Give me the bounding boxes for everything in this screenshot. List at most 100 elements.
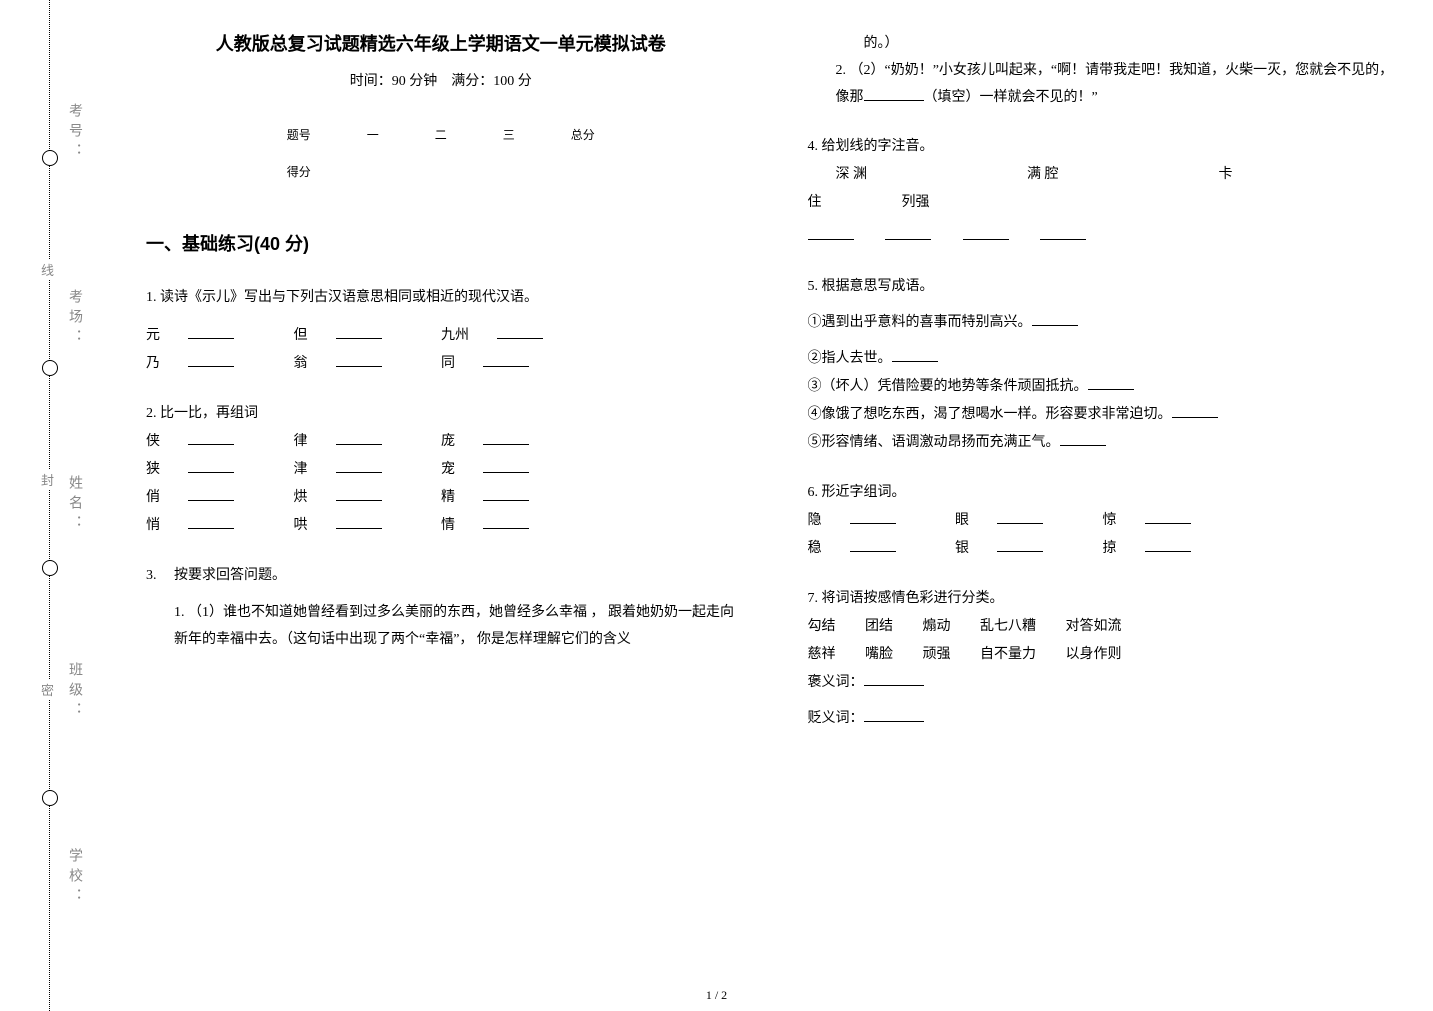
answer-blank[interactable] xyxy=(483,353,529,367)
rail-label-room: 考场： xyxy=(64,289,84,349)
score-cell xyxy=(543,153,623,190)
q1-item: 同 xyxy=(441,356,455,371)
q5-item: ②指人去世。 xyxy=(808,345,1398,373)
score-row-label: 得分 xyxy=(259,153,339,190)
score-header: 题号 xyxy=(259,116,339,153)
score-table: 题号 一 二 三 总分 得分 xyxy=(259,116,623,190)
rail-label-class: 班级： xyxy=(64,662,84,722)
q4-word: 列强 xyxy=(902,189,930,217)
column-right: 的。） 2. （2）“奶奶！”小女孩儿叫起来，“啊！请带我走吧！我知道，火柴一灭… xyxy=(772,0,1433,1011)
q4-word: 住 xyxy=(808,189,822,217)
q6-item: 隐 xyxy=(808,513,822,528)
answer-blank[interactable] xyxy=(188,515,234,529)
q7-word: 慈祥 xyxy=(808,647,836,662)
q5-text: ⑤形容情绪、语调激动昂扬而充满正气。 xyxy=(808,435,1060,450)
q4-word: 满 腔 xyxy=(1027,161,1059,189)
q5-item: ①遇到出乎意料的喜事而特别高兴。 xyxy=(808,309,1398,337)
answer-blank[interactable] xyxy=(483,431,529,445)
answer-blank[interactable] xyxy=(850,510,896,524)
answer-blank[interactable] xyxy=(850,538,896,552)
answer-blank[interactable] xyxy=(892,348,938,362)
answer-blank[interactable] xyxy=(885,226,931,240)
answer-blank[interactable] xyxy=(1032,312,1078,326)
q3-sub2: 2. （2）“奶奶！”小女孩儿叫起来，“啊！请带我走吧！我知道，火柴一灭，您就会… xyxy=(808,58,1398,111)
answer-blank[interactable] xyxy=(864,672,924,686)
q6-item: 掠 xyxy=(1103,541,1117,556)
answer-blank[interactable] xyxy=(336,487,382,501)
q7-pos: 褒义词： xyxy=(808,669,1398,697)
question-stem: 6. 形近字组词。 xyxy=(808,479,1398,507)
q2-row: 悄 哄 情 xyxy=(146,512,736,540)
section-heading: 一、基础练习(40 分) xyxy=(146,230,736,256)
answer-blank[interactable] xyxy=(808,226,854,240)
rail-label-name: 姓名： xyxy=(64,475,84,535)
question-6: 6. 形近字组词。 隐 眼 惊 稳 银 掠 xyxy=(808,479,1398,563)
answer-blank[interactable] xyxy=(497,325,543,339)
answer-blank[interactable] xyxy=(1145,538,1191,552)
question-stem: 5. 根据意思写成语。 xyxy=(808,273,1398,301)
answer-blank[interactable] xyxy=(1040,226,1086,240)
q1-item: 但 xyxy=(294,328,308,343)
q7-word: 乱七八糟 xyxy=(980,619,1036,634)
answer-blank[interactable] xyxy=(1088,376,1134,390)
answer-blank[interactable] xyxy=(864,87,924,101)
rail-labels: 考号： 考场： 姓名： 班级： 学校： xyxy=(50,0,98,1011)
q2-item: 侠 xyxy=(146,434,160,449)
q1-item: 九州 xyxy=(441,328,469,343)
q7-neg: 贬义词： xyxy=(808,705,1398,733)
rail-label-examno: 考号： xyxy=(64,103,84,163)
q7-word: 自不量力 xyxy=(980,647,1036,662)
answer-blank[interactable] xyxy=(336,459,382,473)
q5-text: ③（坏人）凭借险要的地势等条件顽固抵抗。 xyxy=(808,379,1088,394)
answer-blank[interactable] xyxy=(963,226,1009,240)
q5-text: ②指人去世。 xyxy=(808,351,892,366)
question-stem: 4. 给划线的字注音。 xyxy=(808,133,1398,161)
rail-circle xyxy=(42,560,58,576)
answer-blank[interactable] xyxy=(483,487,529,501)
page-number: 1 / 2 xyxy=(706,988,727,1003)
answer-blank[interactable] xyxy=(997,538,1043,552)
q4-row: 住 列强 xyxy=(808,189,1398,217)
answer-blank[interactable] xyxy=(1172,404,1218,418)
q4-row: 深 渊 满 腔 卡 xyxy=(808,161,1398,189)
q1-row: 元 但 九州 xyxy=(146,322,736,350)
q7-word: 勾结 xyxy=(808,619,836,634)
question-5: 5. 根据意思写成语。 ①遇到出乎意料的喜事而特别高兴。 ②指人去世。 ③（坏人… xyxy=(808,273,1398,457)
answer-blank[interactable] xyxy=(864,708,924,722)
q5-text: ①遇到出乎意料的喜事而特别高兴。 xyxy=(808,315,1032,330)
answer-blank[interactable] xyxy=(188,431,234,445)
seal-char: 线 xyxy=(41,260,54,279)
answer-blank[interactable] xyxy=(336,515,382,529)
question-2: 2. 比一比，再组词 侠 律 庞 狭 津 宠 俏 烘 精 悄 哄 情 xyxy=(146,400,736,540)
question-stem: 7. 将词语按感情色彩进行分类。 xyxy=(808,585,1398,613)
question-1: 1. 读诗《示儿》写出与下列古汉语意思相同或相近的现代汉语。 元 但 九州 乃 … xyxy=(146,284,736,378)
q6-item: 稳 xyxy=(808,541,822,556)
question-stem: 3. 按要求回答问题。 xyxy=(146,562,736,590)
answer-blank[interactable] xyxy=(188,353,234,367)
score-cell xyxy=(475,153,543,190)
answer-blank[interactable] xyxy=(483,515,529,529)
q6-item: 银 xyxy=(955,541,969,556)
answer-blank[interactable] xyxy=(188,487,234,501)
dotted-line: 线 封 密 xyxy=(0,0,50,1011)
answer-blank[interactable] xyxy=(483,459,529,473)
exam-subtitle: 时间：90 分钟 满分：100 分 xyxy=(146,70,736,90)
q2-row: 侠 律 庞 xyxy=(146,428,736,456)
score-header: 一 xyxy=(339,116,407,153)
answer-blank[interactable] xyxy=(997,510,1043,524)
q2-item: 律 xyxy=(294,434,308,449)
q2-item: 哄 xyxy=(294,518,308,533)
answer-blank[interactable] xyxy=(336,325,382,339)
answer-blank[interactable] xyxy=(336,353,382,367)
rail-circle xyxy=(42,360,58,376)
q5-item: ⑤形容情绪、语调激动昂扬而充满正气。 xyxy=(808,429,1398,457)
question-7: 7. 将词语按感情色彩进行分类。 勾结 团结 煽动 乱七八糟 对答如流 慈祥 嘴… xyxy=(808,585,1398,733)
answer-blank[interactable] xyxy=(336,431,382,445)
answer-blank[interactable] xyxy=(188,325,234,339)
column-left: 人教版总复习试题精选六年级上学期语文一单元模拟试卷 时间：90 分钟 满分：10… xyxy=(110,0,772,1011)
answer-blank[interactable] xyxy=(188,459,234,473)
answer-blank[interactable] xyxy=(1145,510,1191,524)
score-header: 三 xyxy=(475,116,543,153)
exam-title: 人教版总复习试题精选六年级上学期语文一单元模拟试卷 xyxy=(146,30,736,56)
answer-blank[interactable] xyxy=(1060,432,1106,446)
